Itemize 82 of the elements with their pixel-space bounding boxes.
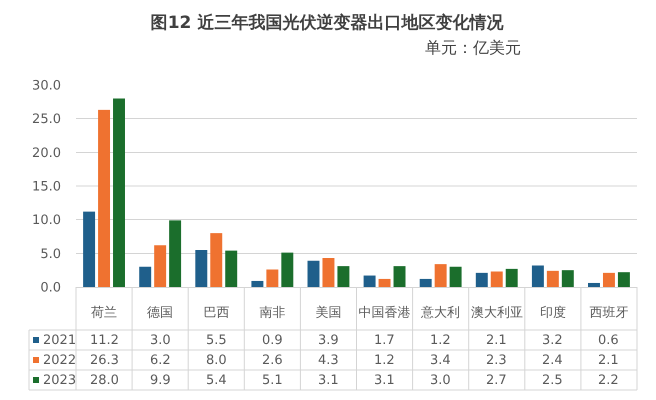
bar [266, 269, 278, 287]
bar [251, 280, 264, 287]
bar [364, 276, 376, 287]
bar [322, 258, 334, 287]
bar [588, 282, 600, 287]
x-tick-label: 南非 [259, 306, 286, 321]
bar [546, 270, 559, 287]
data-label: 3.0 [150, 333, 171, 348]
bar [394, 266, 406, 287]
data-label: 1.2 [374, 353, 395, 368]
data-label: 4.3 [318, 353, 339, 368]
data-label: 11.2 [90, 333, 119, 348]
x-tick-label: 德国 [147, 306, 174, 321]
data-label: 8.0 [206, 353, 227, 368]
data-label: 3.1 [374, 373, 395, 388]
data-label: 2.4 [542, 353, 563, 368]
bar [337, 266, 350, 287]
bar [450, 266, 462, 287]
y-tick-label: 30.0 [32, 78, 61, 94]
bar [169, 220, 182, 287]
chart-subtitle: 单元：亿美元 [425, 38, 521, 57]
bar [139, 266, 152, 287]
bar [602, 272, 615, 287]
bar [154, 245, 166, 287]
bar [476, 272, 488, 287]
legend-label: 2022 [43, 353, 76, 368]
data-label: 2.1 [598, 353, 619, 368]
bar [113, 98, 125, 287]
data-label: 1.2 [430, 333, 451, 348]
y-tick-label: 20.0 [32, 146, 61, 161]
chart-title: 图12 近三年我国光伏逆变器出口地区变化情况 [150, 12, 504, 33]
bar [562, 270, 574, 287]
y-tick-label: 0.0 [40, 280, 61, 296]
x-tick-label: 巴西 [203, 306, 230, 321]
y-tick-label: 10.0 [32, 213, 61, 228]
data-label: 2.5 [542, 373, 563, 388]
legend-label: 2021 [43, 333, 76, 348]
data-label: 2.1 [486, 333, 507, 348]
bar [195, 250, 208, 287]
data-label: 3.0 [430, 373, 451, 388]
x-tick-label: 中国香港 [358, 306, 411, 321]
data-label: 28.0 [90, 373, 119, 388]
bar [490, 272, 503, 287]
data-label: 2.2 [598, 373, 619, 388]
data-label: 1.7 [374, 333, 395, 348]
bar [210, 233, 222, 287]
y-tick-label: 25.0 [32, 112, 61, 128]
data-label: 6.2 [150, 353, 171, 368]
x-tick-label: 意大利 [420, 306, 460, 321]
bar [378, 278, 391, 287]
data-label: 0.6 [598, 333, 619, 348]
data-label: 26.3 [90, 353, 119, 368]
data-label: 0.9 [262, 333, 283, 348]
bar [308, 260, 320, 287]
y-tick-label: 15.0 [32, 180, 61, 195]
legend-label: 2023 [43, 373, 76, 388]
x-tick-label: 荷兰 [91, 306, 118, 321]
bar [83, 212, 96, 287]
bar [98, 110, 110, 287]
bar [532, 265, 544, 287]
bar [225, 250, 238, 287]
x-tick-label: 西班牙 [589, 306, 628, 321]
bar [434, 264, 447, 287]
x-tick-label: 印度 [540, 304, 566, 321]
x-tick-label: 澳大利亚 [470, 306, 523, 321]
data-label: 3.1 [318, 373, 339, 388]
y-tick-label: 5.0 [40, 246, 61, 262]
data-label: 3.2 [542, 333, 563, 348]
bar [618, 272, 630, 287]
data-label: 9.9 [150, 373, 171, 388]
bar [281, 252, 294, 287]
data-label: 2.7 [486, 373, 507, 388]
x-tick-label: 美国 [315, 304, 342, 321]
bar [420, 278, 432, 287]
data-label: 3.9 [318, 333, 339, 348]
data-label: 5.5 [206, 333, 227, 348]
data-label: 5.1 [262, 373, 283, 388]
data-label: 2.6 [262, 353, 283, 368]
data-label: 5.4 [206, 373, 227, 388]
data-label: 2.3 [486, 353, 507, 368]
bar [506, 268, 518, 287]
data-label: 3.4 [430, 353, 451, 368]
